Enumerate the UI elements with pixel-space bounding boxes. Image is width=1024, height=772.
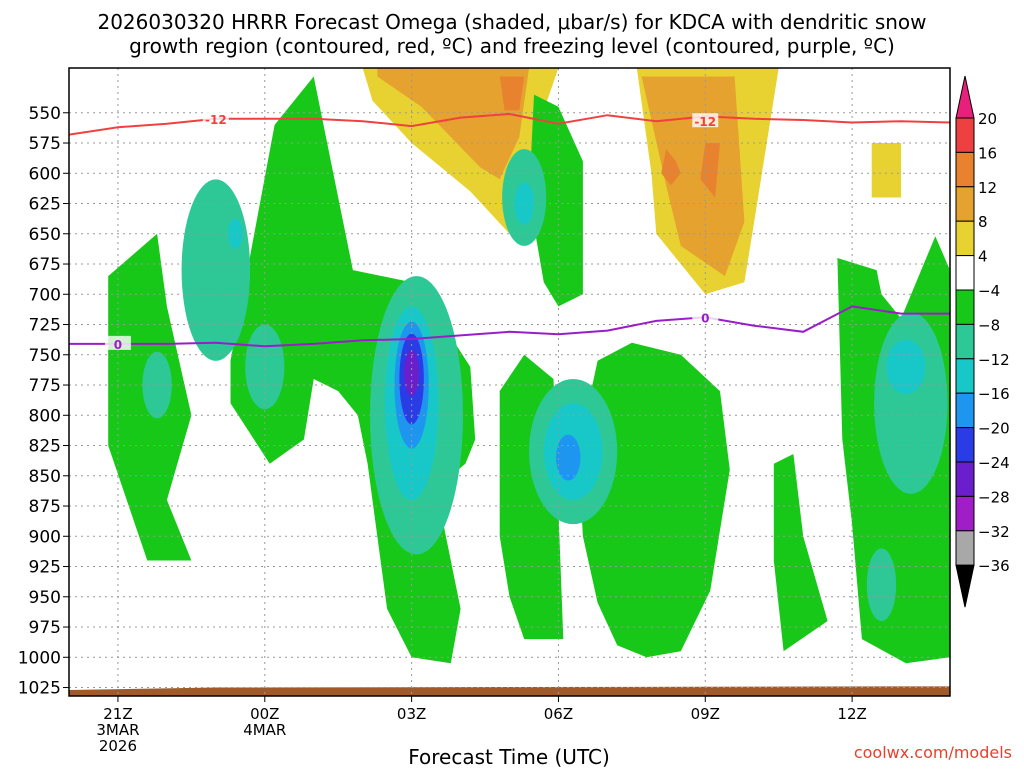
isotherm-layer: -12 -12 0 0: [69, 110, 950, 352]
dgz-isotherm-label-1-bg: [202, 110, 229, 125]
omega-region-green-5: [578, 342, 730, 658]
omega-region-orange-1: [377, 68, 530, 180]
colorbar-segment--8: [955, 289, 975, 325]
colorbar-label-7: −12: [978, 351, 1010, 369]
colorbar-segment-8: [955, 186, 975, 222]
omega-region-orange-2: [641, 76, 745, 277]
y-tick-label-700: 700: [29, 285, 61, 305]
omega-core-teal-1: [181, 179, 251, 361]
colorbar-segment-12: [955, 151, 975, 188]
colorbar-label-8: −16: [978, 385, 1010, 403]
omega-core-teal-2: [142, 351, 172, 419]
y-tick-label-1000: 1000: [18, 648, 61, 668]
x-axis-label: Forecast Time (UTC): [408, 745, 610, 768]
omega-core-cyan-1: [228, 218, 243, 249]
colorbar-segment--24: [955, 427, 975, 463]
colorbar-label-9: −20: [978, 420, 1010, 438]
y-tick-label-925: 925: [29, 558, 61, 578]
freezing-level-line: [69, 305, 950, 348]
colorbar-label-12: −32: [978, 523, 1010, 541]
x-tick-label-21Z-1: 3MAR: [96, 721, 139, 739]
colorbar-label-1: 16: [978, 144, 997, 162]
y-tick-label-625: 625: [29, 195, 61, 215]
colorbar: 20 16 12 8 4 −4 −8 −12 −16 −20 −24 −28 −32 −36: [955, 75, 1010, 608]
colorbar-label-6: −8: [978, 316, 1000, 334]
omega-core-cyan-3: [514, 182, 534, 225]
y-tick-label-575: 575: [29, 134, 61, 154]
y-tick-label-1025: 1025: [18, 679, 61, 699]
colorbar-segment--4: [955, 255, 975, 291]
colorbar-segment--12: [955, 323, 975, 360]
y-tick-label-975: 975: [29, 618, 61, 638]
colorbar-bottom-arrow: [955, 564, 975, 608]
y-tick-label-800: 800: [29, 406, 61, 426]
chart-title-line2: growth region (contoured, red, ºC) and f…: [129, 34, 895, 58]
colorbar-segment--28: [955, 461, 975, 497]
grid-layer: [69, 68, 950, 696]
x-tick-label-00Z-1: 4MAR: [243, 721, 286, 739]
omega-shading-layer: [69, 68, 950, 696]
colorbar-label-13: −36: [978, 557, 1010, 575]
x-tick-label-09Z-0: 09Z: [691, 705, 720, 723]
y-tick-label-875: 875: [29, 497, 61, 517]
colorbar-segment--32: [955, 495, 975, 532]
x-tick-label-06Z-0: 06Z: [544, 705, 573, 723]
omega-core-cyan-5: [886, 339, 926, 395]
y-tick-label-825: 825: [29, 437, 61, 457]
colorbar-label-3: 8: [978, 213, 988, 231]
colorbar-segment-4: [955, 220, 975, 257]
colorbar-label-10: −24: [978, 454, 1010, 472]
colorbar-top-arrow: [955, 75, 975, 119]
colorbar-label-0: 20: [978, 110, 997, 128]
chart-title-line1: 2026030320 HRRR Forecast Omega (shaded, …: [97, 10, 926, 34]
x-tick-label-12Z-0: 12Z: [837, 705, 866, 723]
colorbar-label-4: 4: [978, 248, 988, 266]
y-tick-label-675: 675: [29, 255, 61, 275]
y-tick-label-600: 600: [29, 164, 61, 184]
colorbar-segment--20: [955, 392, 975, 429]
dgz-isotherm-label-2: -12: [694, 115, 716, 129]
omega-region-orange-4: [661, 149, 681, 186]
dgz-isotherm-label-1: -12: [205, 113, 227, 127]
omega-region-yellow-right: [871, 143, 902, 198]
omega-core-teal-8: [866, 548, 897, 621]
colorbar-label-5: −4: [978, 282, 1000, 300]
x-tick-label-21Z-0: 21Z: [103, 705, 132, 723]
y-tick-label-650: 650: [29, 225, 61, 245]
terrain-strip: [69, 686, 950, 696]
y-axis: 550 575 600 625 650 675 700 725 750 775 800 825 850 8…: [18, 104, 69, 699]
omega-region-green-4: [529, 94, 583, 307]
credit-link[interactable]: coolwx.com/models: [854, 743, 1012, 762]
omega-core-blue-2: [555, 434, 581, 481]
colorbar-label-11: −28: [978, 488, 1010, 506]
omega-core-teal-3: [245, 324, 285, 410]
y-tick-label-550: 550: [29, 104, 61, 124]
omega-region-green-7: [773, 454, 828, 652]
x-tick-label-00Z-0: 00Z: [250, 705, 279, 723]
plot-frame: [68, 67, 951, 697]
colorbar-segment--16: [955, 358, 975, 394]
omega-region-orange-3: [499, 76, 525, 111]
colorbar-segment-16: [955, 117, 975, 153]
y-tick-label-725: 725: [29, 316, 61, 336]
y-tick-label-900: 900: [29, 527, 61, 547]
freezing-level-label-1: 0: [114, 338, 122, 352]
freezing-level-label-1-bg: [104, 335, 131, 350]
freezing-level-label-2-bg: [692, 309, 719, 324]
colorbar-label-2: 12: [978, 179, 997, 197]
y-tick-label-950: 950: [29, 588, 61, 608]
y-tick-label-850: 850: [29, 467, 61, 487]
x-tick-label-03Z-0: 03Z: [397, 705, 426, 723]
omega-core-purple-1: [404, 349, 419, 396]
dgz-isotherm-label-2-bg: [692, 113, 719, 128]
y-tick-label-775: 775: [29, 376, 61, 396]
x-tick-label-21Z-2: 2026: [99, 737, 137, 755]
colorbar-segment--36: [955, 530, 975, 566]
freezing-level-label-2: 0: [701, 311, 709, 325]
omega-core-teal-7: [874, 312, 948, 494]
y-tick-label-750: 750: [29, 346, 61, 366]
